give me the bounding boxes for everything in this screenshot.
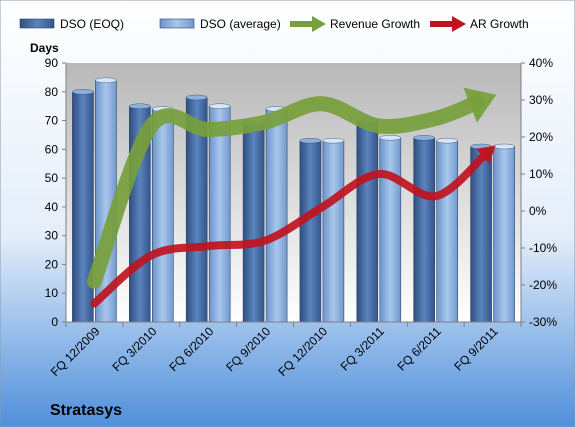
y2-tick-label-7: 40% [529,56,553,70]
y-tick-label-6: 60 [45,142,59,156]
bar-dso-average--1 [152,108,174,323]
bar-cap-dso-eoq--6 [413,135,435,141]
bar-cap-dso-eoq--4 [299,137,322,144]
arrowhead-ar-growth [476,145,496,164]
bar-cap-dso-eoq--1 [129,103,151,109]
arrowhead-revenue-growth [463,87,497,123]
bar-dso-eoq--7 [470,146,492,323]
line-ar-growth [90,149,490,308]
bar-dso-average--6 [436,140,459,323]
y2-tick-label-2: -10% [529,241,557,255]
bar-cap-dso-average--2 [208,103,231,109]
bar-cap-dso-eoq--0 [72,89,94,95]
legend-label-revenue-growth: Revenue Growth [330,17,420,31]
y2-tick-label-3: 0% [529,204,547,218]
bar-cap-dso-average--0 [95,77,117,84]
bar-dso-average--3 [265,108,288,323]
legend-swatch-arrow-ar-growth [452,16,466,32]
legend-swatch-arrow-revenue-growth [312,16,326,32]
y2-tick-label-6: 30% [529,93,553,107]
bar-cap-dso-average--7 [493,143,515,150]
line-layer [86,87,497,308]
y-tick-label-2: 20 [45,257,59,271]
legend-swatch-dso-eoq- [19,18,55,29]
legend-label-ar-growth: AR Growth [470,17,529,31]
bar-dso-average--2 [208,105,231,323]
bar-dso-average--4 [322,140,345,323]
y-tick-label-5: 50 [45,171,59,185]
bar-dso-average--7 [493,146,515,323]
legend: DSO (EOQ) DSO (average) Revenue Growth AR G… [19,16,529,32]
y-axis-title: Days [30,41,59,55]
bar-cap-dso-average--5 [379,135,401,141]
line-revenue-growth [86,94,485,289]
legend-label-dso-average-: DSO (average) [200,17,281,31]
y-tick-label-0: 0 [51,315,58,329]
y-tick-label-7: 70 [45,114,59,128]
bar-dso-eoq--5 [356,120,379,323]
legend-label-dso-eoq-: DSO (EOQ) [60,17,124,31]
bar-dso-average--5 [379,137,402,323]
bar-cap-dso-eoq--2 [185,94,208,101]
y2-tick-label-4: 10% [529,167,553,181]
y2-tick-label-1: -20% [529,278,557,292]
chart-title: Stratasys [50,402,122,419]
bar-dso-eoq--3 [242,123,265,323]
bar-dso-eoq--6 [413,137,436,323]
bar-dso-eoq--4 [299,140,322,323]
bar-cap-dso-average--4 [322,137,345,144]
y2-tick-label-5: 20% [529,130,553,144]
y-tick-label-4: 40 [45,200,59,214]
y-tick-label-9: 90 [45,56,59,70]
y-tick-label-3: 30 [45,229,59,243]
y-tick-label-1: 10 [45,286,59,300]
legend-swatch-dso-average- [159,18,195,29]
y-tick-label-8: 80 [45,85,59,99]
bar-cap-dso-average--6 [436,137,458,144]
y2-tick-label-0: -30% [529,315,557,329]
